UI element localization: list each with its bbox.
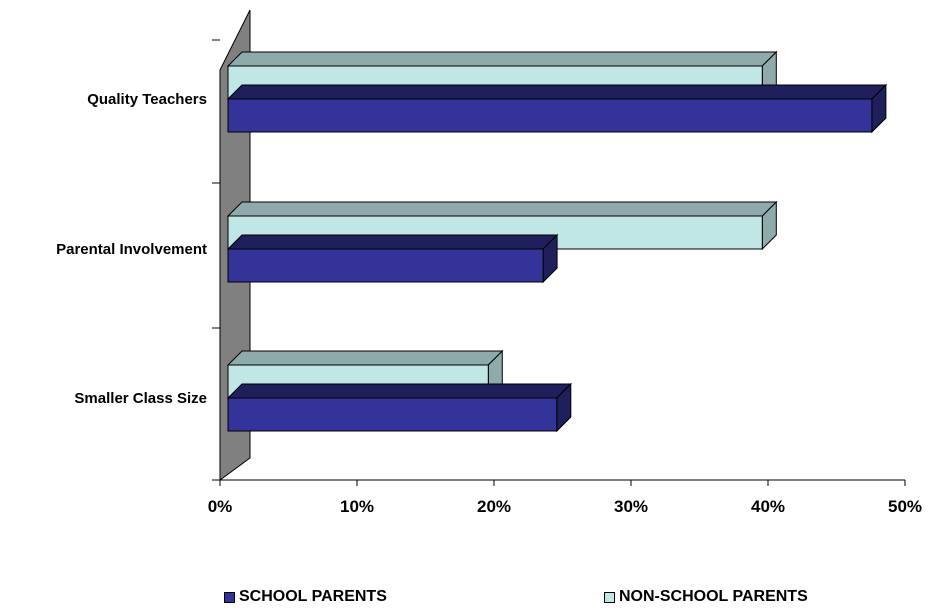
bar-school-parents — [227, 248, 544, 283]
legend-label-non-school-parents: NON-SCHOOL PARENTS — [619, 588, 808, 605]
category-label: Quality Teachers — [87, 91, 207, 108]
bar-top-school-parents — [226, 383, 573, 399]
legend-swatch-school-parents — [224, 591, 235, 603]
category-label: Parental Involvement — [56, 241, 207, 258]
category-label: Smaller Class Size — [74, 390, 207, 407]
bar-school-parents — [227, 98, 873, 133]
bar-school-parents — [227, 397, 558, 432]
bar-top-non-school-parents — [226, 201, 778, 217]
bar-top-school-parents — [226, 84, 888, 100]
legend-swatch-non-school-parents — [604, 591, 615, 603]
x-tick-label: 20% — [477, 497, 511, 516]
legend-item-school-parents: SCHOOL PARENTS — [224, 588, 387, 606]
bar-top-school-parents — [226, 234, 559, 250]
x-tick-label: 10% — [340, 497, 374, 516]
x-tick-label: 40% — [751, 497, 785, 516]
x-tick-label: 30% — [614, 497, 648, 516]
legend-item-non-school-parents: NON-SCHOOL PARENTS — [604, 588, 808, 606]
legend-label-school-parents: SCHOOL PARENTS — [239, 588, 387, 605]
bar-top-non-school-parents — [226, 350, 504, 366]
bar-top-non-school-parents — [226, 51, 778, 67]
x-tick-label: 0% — [208, 497, 233, 516]
x-tick-label: 50% — [888, 497, 922, 516]
